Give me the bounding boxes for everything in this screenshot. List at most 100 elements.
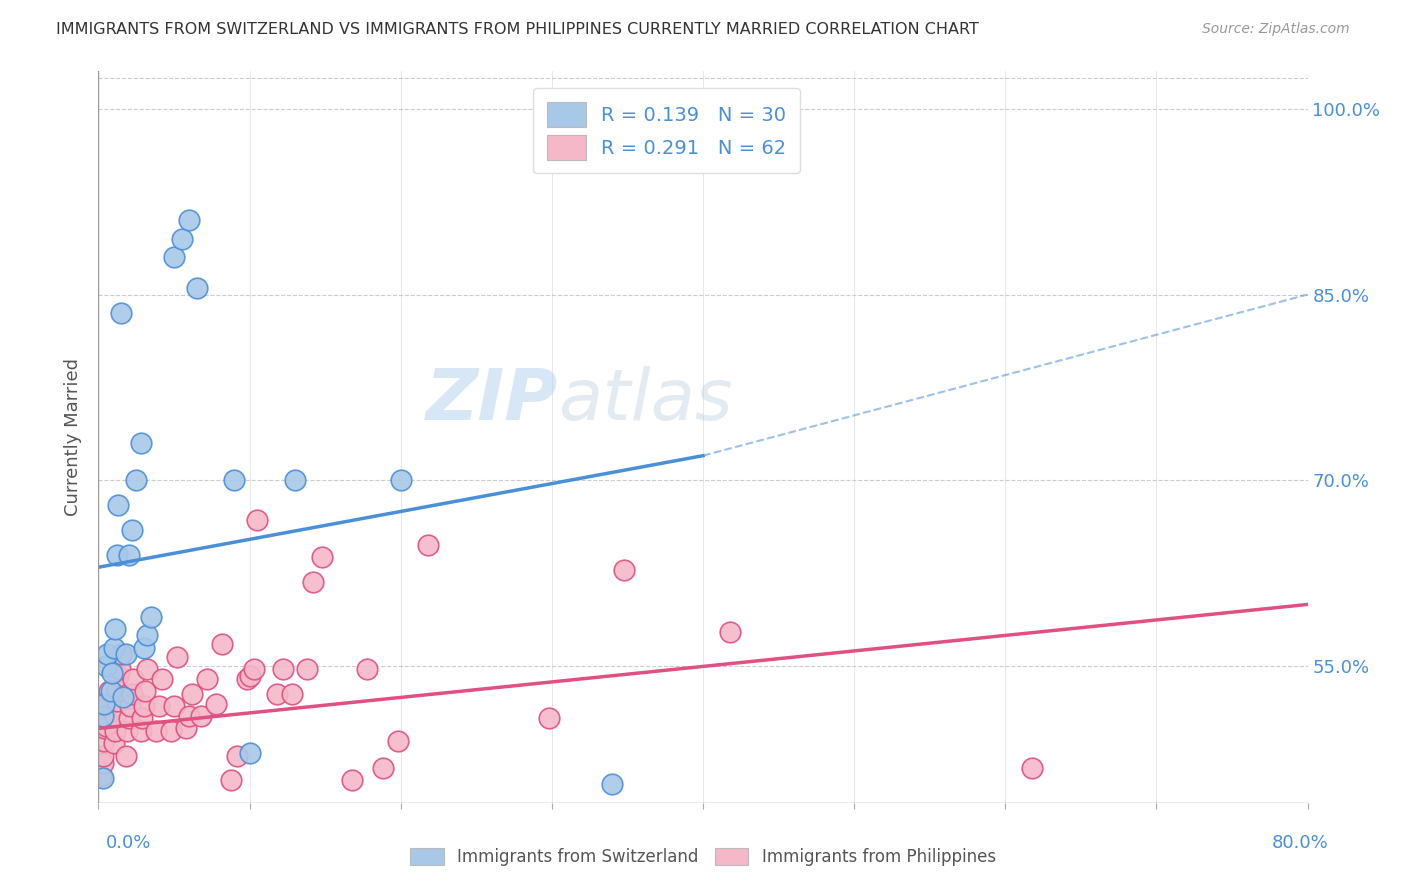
Point [103, 736, 125, 750]
Point [121, 523, 143, 537]
Point [93, 697, 115, 711]
Point [1021, 761, 1043, 775]
Point [387, 734, 409, 748]
Point [271, 662, 294, 676]
Point [96, 647, 118, 661]
Point [110, 647, 132, 661]
Point [131, 711, 153, 725]
Point [148, 699, 170, 714]
Point [93, 722, 115, 736]
Point [114, 647, 136, 661]
Point [91, 748, 114, 763]
Point [295, 662, 318, 676]
Point [132, 699, 155, 714]
Point [190, 709, 212, 723]
Point [281, 687, 304, 701]
Point [537, 711, 560, 725]
Point [100, 684, 122, 698]
Point [104, 622, 127, 636]
Point [211, 637, 233, 651]
Point [226, 748, 249, 763]
Point [235, 672, 257, 686]
Point [129, 436, 152, 450]
Point [118, 711, 141, 725]
Point [224, 474, 246, 488]
Point [342, 773, 364, 788]
Text: atlas: atlas [558, 366, 733, 435]
Point [243, 662, 266, 676]
Point [120, 699, 142, 714]
Point [246, 513, 269, 527]
Point [163, 699, 186, 714]
Point [122, 672, 145, 686]
Point [96, 699, 118, 714]
Point [416, 538, 439, 552]
Point [266, 687, 288, 701]
Point [91, 771, 114, 785]
Text: 80.0%: 80.0% [1272, 834, 1329, 852]
Point [129, 723, 152, 738]
Point [174, 722, 197, 736]
Point [371, 761, 394, 775]
Point [160, 723, 183, 738]
Point [104, 723, 127, 738]
Point [135, 662, 157, 676]
Point [179, 709, 201, 723]
Point [105, 684, 128, 698]
Point [141, 610, 163, 624]
Legend: Immigrants from Switzerland, Immigrants from Philippines: Immigrants from Switzerland, Immigrants … [402, 840, 1004, 875]
Point [114, 748, 136, 763]
Point [115, 723, 138, 738]
Point [94, 711, 117, 725]
Text: Source: ZipAtlas.com: Source: ZipAtlas.com [1202, 22, 1350, 37]
Point [135, 628, 157, 642]
Point [163, 250, 186, 264]
Point [613, 563, 636, 577]
Point [91, 756, 114, 771]
Point [179, 213, 201, 227]
Point [110, 306, 132, 320]
Point [107, 669, 129, 683]
Point [94, 659, 117, 673]
Point [105, 694, 128, 708]
Point [121, 687, 143, 701]
Point [101, 665, 124, 680]
Point [186, 281, 208, 295]
Point [111, 690, 134, 705]
Point [205, 697, 228, 711]
Point [195, 672, 218, 686]
Point [239, 746, 262, 760]
Point [239, 669, 262, 683]
Legend: R = 0.139   N = 30, R = 0.291   N = 62: R = 0.139 N = 30, R = 0.291 N = 62 [533, 88, 800, 173]
Text: 0.0%: 0.0% [105, 834, 150, 852]
Point [181, 687, 204, 701]
Point [104, 709, 127, 723]
Point [125, 474, 148, 488]
Text: ZIP: ZIP [426, 366, 558, 435]
Point [602, 777, 624, 791]
Point [145, 723, 167, 738]
Point [389, 474, 412, 488]
Point [170, 232, 193, 246]
Text: IMMIGRANTS FROM SWITZERLAND VS IMMIGRANTS FROM PHILIPPINES CURRENTLY MARRIED COR: IMMIGRANTS FROM SWITZERLAND VS IMMIGRANT… [56, 22, 979, 37]
Point [98, 684, 121, 698]
Point [284, 474, 307, 488]
Point [107, 498, 129, 512]
Point [311, 550, 333, 565]
Y-axis label: Currently Married: Currently Married [65, 358, 83, 516]
Point [718, 624, 741, 639]
Point [134, 684, 156, 698]
Point [118, 548, 141, 562]
Point [132, 640, 155, 655]
Point [90, 768, 112, 782]
Point [150, 672, 173, 686]
Point [221, 773, 243, 788]
Point [105, 548, 128, 562]
Point [166, 649, 188, 664]
Point [108, 662, 131, 676]
Point [93, 734, 115, 748]
Point [94, 719, 117, 733]
Point [302, 575, 325, 590]
Point [91, 709, 114, 723]
Point [103, 640, 125, 655]
